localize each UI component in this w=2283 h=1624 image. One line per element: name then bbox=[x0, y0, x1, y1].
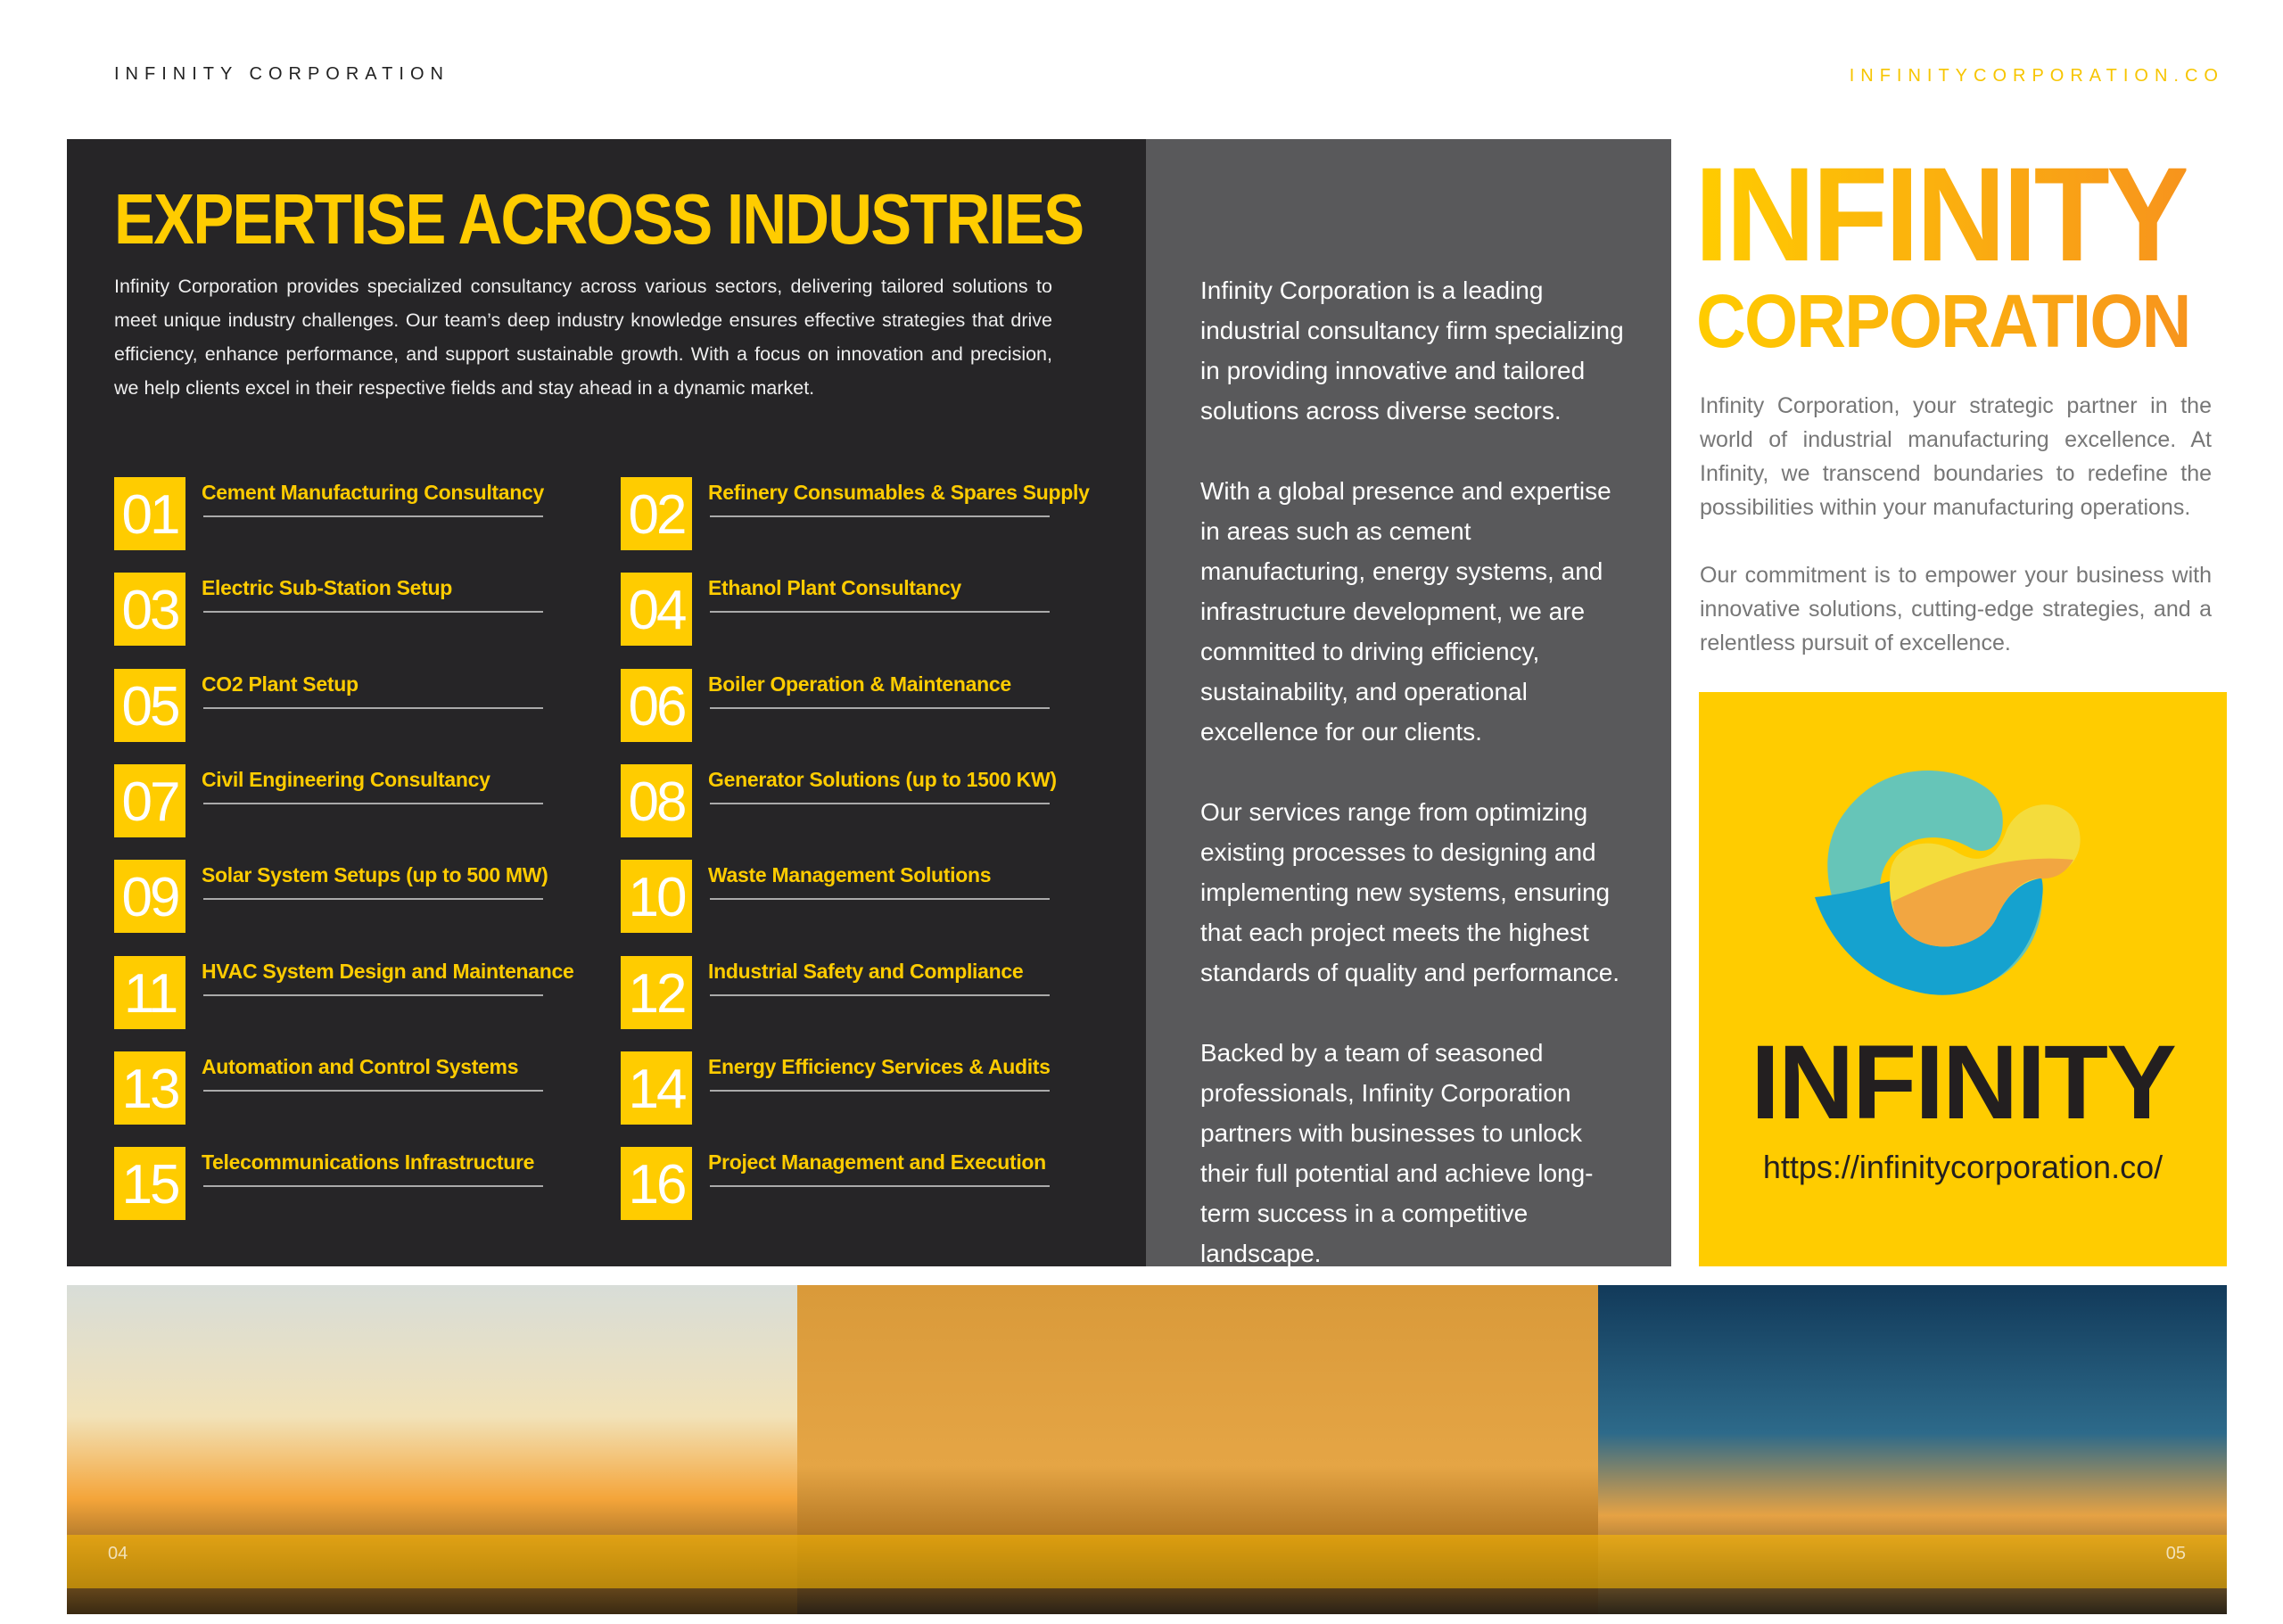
about-paragraph: Infinity Corporation is a leading indust… bbox=[1200, 276, 1624, 425]
logo-wordmark: INFINITY bbox=[1751, 1024, 2177, 1142]
item-number: 13 bbox=[114, 1051, 185, 1125]
expertise-item: 01 Cement Manufacturing Consultancy bbox=[114, 477, 614, 550]
header-website[interactable]: INFINITYCORPORATION.CO bbox=[1849, 66, 2224, 86]
item-number: 03 bbox=[114, 573, 185, 647]
about-text: Infinity Corporation is a leading indust… bbox=[1200, 270, 1637, 1314]
page-number-left: 04 bbox=[108, 1544, 128, 1563]
item-number: 04 bbox=[621, 573, 692, 647]
logo-box: INFINITY https://infinitycorporation.co/ bbox=[1699, 692, 2227, 1266]
brand-title-line1: INFINITY bbox=[1694, 139, 2189, 289]
item-number: 15 bbox=[114, 1147, 185, 1221]
about-paragraph: Backed by a team of seasoned professiona… bbox=[1200, 1039, 1594, 1267]
about-paragraph: Our services range from optimizing exist… bbox=[1200, 798, 1620, 986]
expertise-item: 13 Automation and Control Systems bbox=[114, 1051, 614, 1125]
item-number: 11 bbox=[114, 955, 185, 1029]
brand-paragraph: Our commitment is to empower your busine… bbox=[1700, 563, 2212, 655]
item-divider bbox=[710, 611, 1050, 614]
photo-band bbox=[67, 1535, 797, 1588]
expertise-item: 16 Project Management and Execution bbox=[621, 1147, 1120, 1221]
expertise-item: 03 Electric Sub-Station Setup bbox=[114, 573, 614, 647]
item-number: 07 bbox=[114, 763, 185, 837]
infinity-logo-icon bbox=[1815, 771, 2081, 995]
expertise-item: 04 Ethanol Plant Consultancy bbox=[621, 573, 1120, 647]
expertise-item: 05 CO2 Plant Setup bbox=[114, 668, 614, 742]
item-divider bbox=[203, 515, 543, 517]
item-number: 01 bbox=[114, 477, 185, 550]
item-divider bbox=[203, 802, 543, 804]
item-divider bbox=[203, 1089, 543, 1092]
item-divider bbox=[203, 993, 543, 996]
item-label: Generator Solutions (up to 1500 KW) bbox=[708, 767, 1057, 791]
item-divider bbox=[710, 802, 1050, 804]
item-label: Cement Manufacturing Consultancy bbox=[202, 481, 544, 504]
item-label: Energy Efficiency Services & Audits bbox=[708, 1054, 1051, 1078]
item-number: 02 bbox=[621, 477, 692, 550]
about-paragraph: With a global presence and expertise in … bbox=[1200, 477, 1611, 746]
item-label: Solar System Setups (up to 500 MW) bbox=[202, 863, 548, 887]
item-divider bbox=[203, 706, 543, 709]
item-label: Boiler Operation & Maintenance bbox=[708, 672, 1011, 696]
item-number: 12 bbox=[621, 955, 692, 1029]
item-number: 06 bbox=[621, 668, 692, 742]
expertise-item: 15 Telecommunications Infrastructure bbox=[114, 1147, 614, 1221]
expertise-item: 08 Generator Solutions (up to 1500 KW) bbox=[621, 763, 1120, 837]
item-label: Civil Engineering Consultancy bbox=[202, 767, 490, 791]
expertise-panel bbox=[67, 139, 1146, 1266]
item-number: 09 bbox=[114, 860, 185, 934]
item-label: CO2 Plant Setup bbox=[202, 672, 359, 696]
item-label: Industrial Safety and Compliance bbox=[708, 959, 1024, 983]
about-panel bbox=[1146, 139, 1671, 1266]
item-label: Telecommunications Infrastructure bbox=[202, 1150, 535, 1175]
item-divider bbox=[710, 993, 1050, 996]
photo-band bbox=[797, 1535, 1598, 1588]
photo-sunset-walkers: 04 bbox=[67, 1285, 797, 1614]
brand-text: Infinity Corporation, your strategic par… bbox=[1700, 389, 2212, 694]
photo-band bbox=[1598, 1535, 2227, 1588]
expertise-item: 11 HVAC System Design and Maintenance bbox=[114, 955, 614, 1029]
item-label: Ethanol Plant Consultancy bbox=[708, 576, 961, 600]
item-divider bbox=[710, 1089, 1050, 1092]
item-number: 10 bbox=[621, 860, 692, 934]
expertise-intro: Infinity Corporation provides specialize… bbox=[114, 276, 1052, 399]
logo-url[interactable]: https://infinitycorporation.co/ bbox=[1762, 1149, 2163, 1185]
item-label: Electric Sub-Station Setup bbox=[202, 576, 453, 600]
item-divider bbox=[710, 515, 1050, 517]
expertise-item: 10 Waste Management Solutions bbox=[621, 860, 1120, 934]
item-number: 08 bbox=[621, 763, 692, 837]
item-label: Project Management and Execution bbox=[708, 1150, 1046, 1175]
item-label: HVAC System Design and Maintenance bbox=[202, 959, 574, 983]
expertise-item: 07 Civil Engineering Consultancy bbox=[114, 763, 614, 837]
photo-strip: 04 05 bbox=[67, 1285, 2227, 1614]
page-number-right: 05 bbox=[2165, 1544, 2186, 1563]
item-number: 05 bbox=[114, 668, 185, 742]
expertise-title: EXPERTISE ACROSS INDUSTRIES bbox=[114, 179, 1084, 259]
item-divider bbox=[203, 898, 543, 901]
photo-power-lines bbox=[797, 1285, 1598, 1614]
item-divider bbox=[203, 611, 543, 614]
item-divider bbox=[710, 1185, 1050, 1188]
item-label: Waste Management Solutions bbox=[708, 863, 992, 887]
item-number: 16 bbox=[621, 1147, 692, 1221]
brand-title-line2: CORPORATION bbox=[1696, 279, 2191, 363]
item-label: Refinery Consumables & Spares Supply bbox=[708, 481, 1090, 504]
expertise-item: 14 Energy Efficiency Services & Audits bbox=[621, 1051, 1120, 1125]
expertise-item: 09 Solar System Setups (up to 500 MW) bbox=[114, 860, 614, 934]
photo-harbor-crane: 05 bbox=[1598, 1285, 2227, 1614]
expertise-item: 06 Boiler Operation & Maintenance bbox=[621, 668, 1120, 742]
brand-paragraph: Infinity Corporation, your strategic par… bbox=[1700, 393, 2212, 520]
expertise-item: 02 Refinery Consumables & Spares Supply bbox=[621, 477, 1120, 550]
item-label: Automation and Control Systems bbox=[202, 1054, 519, 1078]
header-brand: INFINITY CORPORATION bbox=[114, 64, 449, 84]
item-number: 14 bbox=[621, 1051, 692, 1125]
item-divider bbox=[203, 1185, 543, 1188]
item-divider bbox=[710, 706, 1050, 709]
item-divider bbox=[710, 898, 1050, 901]
expertise-item: 12 Industrial Safety and Compliance bbox=[621, 955, 1120, 1029]
